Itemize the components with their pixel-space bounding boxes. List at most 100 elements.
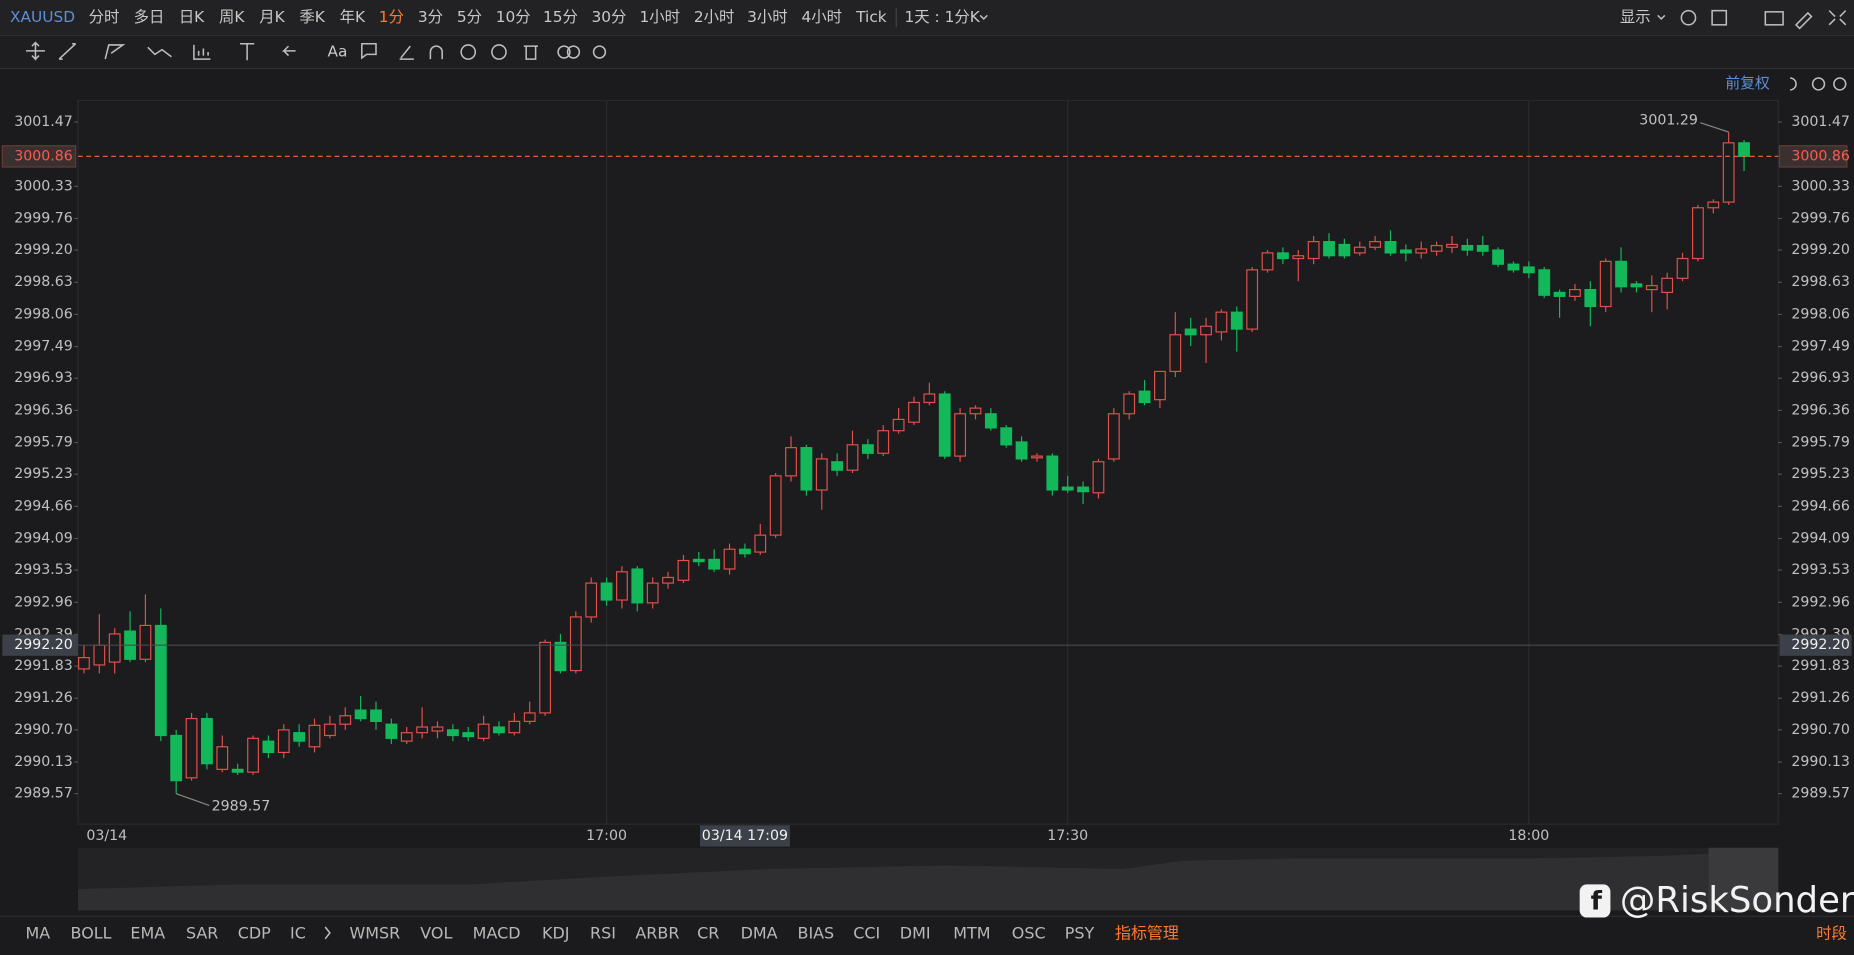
zoom-in[interactable]	[1833, 77, 1847, 91]
indicator-tab[interactable]: WMSR	[349, 924, 400, 943]
y-tick-label: 2990.13	[1791, 754, 1850, 770]
indicator-tab[interactable]: BIAS	[798, 924, 835, 943]
period-tab[interactable]: 分时	[89, 8, 120, 26]
display-menu[interactable]: 显示	[1620, 8, 1651, 26]
ruler-tool[interactable]	[399, 45, 414, 60]
reset-icon[interactable]	[1790, 77, 1797, 91]
y-tick-label: 2999.20	[14, 242, 73, 258]
period-tab[interactable]: 多日	[134, 8, 165, 26]
period-tab[interactable]: 15分	[543, 8, 578, 26]
indicator-tab[interactable]: DMA	[741, 924, 778, 943]
y-tick-label: 2995.79	[1791, 435, 1850, 451]
navigator-window[interactable]	[1708, 847, 1779, 911]
period-tab[interactable]: 10分	[496, 8, 531, 26]
zoom-out[interactable]	[1811, 77, 1826, 91]
magnet-tool[interactable]	[429, 45, 443, 60]
indicator-tab[interactable]: MACD	[473, 924, 521, 943]
indicator-tab[interactable]: CCI	[853, 924, 880, 943]
candle-body	[1507, 263, 1520, 271]
more-indicators[interactable]	[324, 926, 331, 940]
period-tab[interactable]: 季K	[299, 8, 325, 26]
top-right-icons[interactable]	[1680, 9, 1847, 91]
wave-tool[interactable]	[147, 46, 172, 58]
draw-icon[interactable]	[1794, 11, 1813, 30]
indicator-tab[interactable]: BOLL	[71, 924, 112, 943]
period-tab[interactable]: 30分	[591, 8, 626, 26]
navigator-shape	[78, 853, 1709, 911]
y-tick-label: 2993.53	[14, 562, 73, 578]
settings-icon[interactable]	[1680, 9, 1697, 26]
arrow-tool[interactable]	[281, 45, 296, 57]
layout-icon[interactable]	[1711, 9, 1728, 26]
indicator-tab[interactable]: MA	[25, 924, 50, 943]
chevron	[979, 14, 988, 21]
delete-tool[interactable]	[523, 45, 538, 60]
symbol[interactable]: XAUUSD	[10, 8, 75, 26]
candle-body	[508, 720, 521, 734]
period-tab[interactable]: 3小时	[747, 8, 788, 26]
indicator-tab[interactable]: EMA	[130, 924, 165, 943]
candle-body	[984, 413, 997, 429]
indicator-tab[interactable]: 指标管理	[1115, 924, 1179, 943]
adjust-label[interactable]: 前复权	[1725, 74, 1770, 92]
price-tool[interactable]	[240, 42, 255, 61]
candle-body	[370, 709, 382, 722]
crosshair-price-box	[1779, 634, 1852, 656]
indicator-tab[interactable]: VOL	[420, 924, 452, 943]
camera-icon[interactable]	[1764, 11, 1784, 26]
candle-body	[262, 740, 275, 754]
indicator-tab[interactable]: ARBR	[635, 924, 679, 943]
y-tick-label: 2989.57	[1791, 786, 1850, 802]
interval-select[interactable]: 1天 : 1分K	[905, 8, 981, 26]
indicator-tab[interactable]: SAR	[186, 924, 218, 943]
indicator-tab[interactable]: OSC	[1012, 924, 1046, 943]
text-tool[interactable]: Aa	[328, 43, 348, 61]
period-tab[interactable]: 月K	[259, 8, 285, 26]
period-tab[interactable]: 2小时	[694, 8, 735, 26]
candle-body	[154, 624, 167, 737]
y-tick-label: 2991.26	[1791, 690, 1850, 706]
fullscreen-icon[interactable]	[1828, 10, 1847, 26]
indicator-tab[interactable]: PSY	[1065, 924, 1095, 943]
candle-body	[493, 726, 505, 734]
current-price-box	[1, 145, 77, 168]
session-label[interactable]: 时段	[1816, 925, 1847, 943]
note-tool[interactable]	[361, 42, 377, 60]
compare-tool[interactable]	[557, 45, 571, 59]
compare-tool[interactable]	[566, 45, 581, 59]
fib-tool[interactable]	[193, 44, 211, 60]
candle-body	[861, 444, 874, 454]
period-tab[interactable]: 5分	[457, 8, 482, 26]
period-tab[interactable]: 3分	[418, 8, 443, 26]
period-tab[interactable]: 周K	[219, 8, 245, 26]
period-tab[interactable]: 1小时	[640, 8, 681, 26]
period-tab[interactable]: 1分	[379, 8, 404, 26]
candle-body	[692, 558, 705, 563]
period-tab[interactable]: 4小时	[802, 8, 843, 26]
period-tab[interactable]: Tick	[855, 8, 887, 26]
candle-body	[1061, 486, 1074, 491]
indicator-tab[interactable]: MTM	[953, 924, 990, 943]
y-tick-label: 2996.93	[1791, 370, 1850, 386]
candle-body	[354, 709, 367, 720]
crosshair-price-label: 2992.20	[14, 637, 73, 653]
indicator-tab[interactable]: IC	[290, 924, 306, 943]
indicator-tab[interactable]: RSI	[590, 924, 616, 943]
indicator-tab[interactable]: CR	[697, 924, 719, 943]
candle-body	[1323, 241, 1335, 257]
period-tab[interactable]: 年K	[340, 8, 366, 26]
line-tool[interactable]	[58, 42, 77, 60]
settings-tool[interactable]	[592, 45, 607, 59]
indicator-tab[interactable]: KDJ	[542, 924, 569, 943]
indicator-tab[interactable]: DMI	[900, 924, 931, 943]
hide-tool[interactable]	[491, 44, 507, 60]
channel-tool[interactable]	[104, 44, 126, 60]
candle-body	[293, 732, 306, 742]
candle-body	[139, 624, 152, 660]
y-tick-label: 2994.09	[14, 531, 73, 547]
drawing-tools[interactable]: Aa	[26, 41, 607, 61]
lock-tool[interactable]	[460, 44, 477, 60]
period-tab[interactable]: 日K	[179, 8, 205, 26]
indicator-tab[interactable]: CDP	[238, 924, 271, 943]
move-tool[interactable]	[26, 41, 45, 61]
